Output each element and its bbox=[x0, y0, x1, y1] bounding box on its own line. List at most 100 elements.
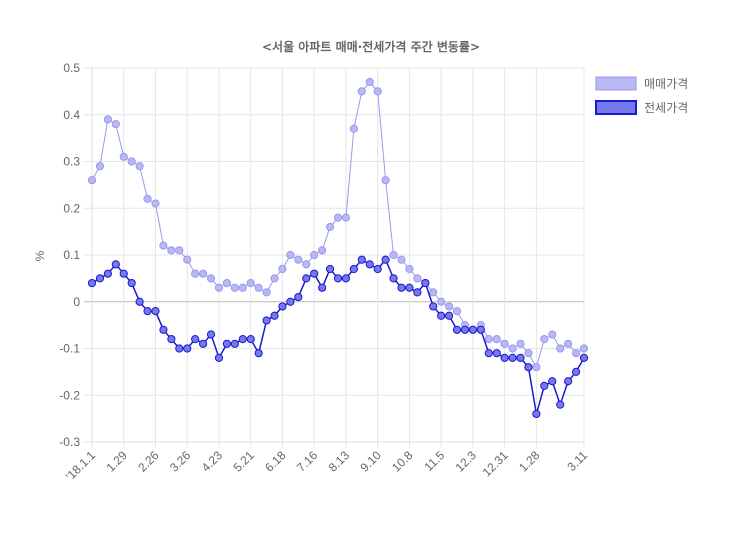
data-point[interactable] bbox=[524, 363, 533, 372]
data-point[interactable] bbox=[429, 302, 438, 311]
data-point[interactable] bbox=[325, 264, 335, 274]
data-point[interactable] bbox=[270, 311, 279, 320]
data-point[interactable] bbox=[476, 325, 485, 334]
data-point[interactable] bbox=[333, 274, 343, 283]
data-point[interactable] bbox=[254, 283, 263, 292]
data-point[interactable] bbox=[302, 260, 311, 269]
data-point[interactable] bbox=[437, 297, 446, 306]
data-point[interactable] bbox=[548, 377, 557, 386]
data-point[interactable] bbox=[540, 381, 549, 390]
data-point[interactable] bbox=[341, 274, 351, 283]
data-point[interactable] bbox=[262, 316, 271, 325]
data-point[interactable] bbox=[198, 269, 208, 278]
data-point[interactable] bbox=[214, 353, 224, 362]
data-point[interactable] bbox=[405, 283, 414, 292]
data-point[interactable] bbox=[452, 307, 462, 316]
data-point[interactable] bbox=[389, 274, 398, 283]
data-point[interactable] bbox=[556, 400, 565, 409]
data-point[interactable] bbox=[452, 325, 462, 334]
data-point[interactable] bbox=[579, 344, 589, 353]
data-point[interactable] bbox=[206, 274, 216, 283]
data-point[interactable] bbox=[405, 264, 414, 274]
data-point[interactable] bbox=[579, 353, 589, 362]
data-point[interactable] bbox=[500, 339, 509, 348]
data-point[interactable] bbox=[349, 264, 358, 274]
data-point[interactable] bbox=[119, 269, 128, 278]
data-point[interactable] bbox=[444, 302, 454, 311]
data-point[interactable] bbox=[135, 162, 144, 171]
data-point[interactable] bbox=[87, 176, 97, 185]
data-point[interactable] bbox=[357, 87, 366, 96]
data-point[interactable] bbox=[230, 339, 239, 348]
data-point[interactable] bbox=[159, 325, 168, 334]
data-point[interactable] bbox=[103, 269, 112, 278]
data-point[interactable] bbox=[198, 339, 208, 348]
data-point[interactable] bbox=[318, 246, 327, 255]
data-point[interactable] bbox=[238, 283, 247, 292]
legend-item[interactable]: 매매가격 bbox=[595, 76, 688, 91]
data-point[interactable] bbox=[524, 349, 533, 358]
data-point[interactable] bbox=[191, 269, 200, 278]
data-point[interactable] bbox=[556, 344, 565, 353]
data-point[interactable] bbox=[87, 278, 97, 288]
data-point[interactable] bbox=[373, 264, 382, 274]
data-point[interactable] bbox=[492, 335, 501, 344]
data-point[interactable] bbox=[127, 278, 136, 288]
data-point[interactable] bbox=[183, 255, 192, 264]
data-point[interactable] bbox=[191, 335, 200, 344]
data-point[interactable] bbox=[429, 288, 438, 297]
data-point[interactable] bbox=[151, 199, 160, 208]
data-point[interactable] bbox=[254, 349, 263, 358]
data-point[interactable] bbox=[111, 120, 120, 129]
data-point[interactable] bbox=[381, 176, 390, 185]
data-point[interactable] bbox=[95, 274, 105, 283]
data-point[interactable] bbox=[508, 344, 517, 353]
data-point[interactable] bbox=[413, 288, 422, 297]
data-point[interactable] bbox=[143, 307, 152, 316]
data-point[interactable] bbox=[397, 283, 406, 292]
data-point[interactable] bbox=[492, 349, 501, 358]
data-point[interactable] bbox=[571, 367, 581, 376]
data-point[interactable] bbox=[278, 302, 287, 311]
data-point[interactable] bbox=[540, 335, 549, 344]
data-point[interactable] bbox=[365, 260, 374, 269]
data-point[interactable] bbox=[357, 255, 366, 264]
data-point[interactable] bbox=[302, 274, 311, 283]
data-point[interactable] bbox=[95, 162, 105, 171]
data-point[interactable] bbox=[413, 274, 422, 283]
data-point[interactable] bbox=[222, 278, 232, 288]
data-point[interactable] bbox=[421, 278, 430, 288]
data-point[interactable] bbox=[460, 325, 470, 334]
data-point[interactable] bbox=[500, 353, 509, 362]
data-point[interactable] bbox=[468, 325, 478, 334]
data-point[interactable] bbox=[325, 222, 335, 232]
data-point[interactable] bbox=[135, 297, 144, 306]
data-point[interactable] bbox=[159, 241, 168, 250]
data-point[interactable] bbox=[484, 335, 493, 344]
data-point[interactable] bbox=[310, 269, 319, 278]
data-point[interactable] bbox=[246, 335, 255, 344]
data-point[interactable] bbox=[143, 194, 152, 203]
data-point[interactable] bbox=[349, 124, 358, 133]
legend-item[interactable]: 전세가격 bbox=[595, 100, 688, 115]
data-point[interactable] bbox=[397, 255, 406, 264]
data-point[interactable] bbox=[516, 339, 525, 348]
data-point[interactable] bbox=[564, 339, 573, 348]
data-point[interactable] bbox=[294, 292, 303, 302]
data-point[interactable] bbox=[262, 288, 271, 297]
data-point[interactable] bbox=[341, 213, 351, 222]
data-point[interactable] bbox=[532, 363, 541, 372]
data-point[interactable] bbox=[230, 283, 239, 292]
data-point[interactable] bbox=[214, 283, 224, 292]
data-point[interactable] bbox=[246, 278, 255, 288]
data-point[interactable] bbox=[238, 335, 247, 344]
data-point[interactable] bbox=[286, 297, 295, 306]
data-point[interactable] bbox=[310, 250, 319, 260]
data-point[interactable] bbox=[270, 274, 279, 283]
data-point[interactable] bbox=[167, 246, 176, 255]
data-point[interactable] bbox=[278, 264, 287, 274]
data-point[interactable] bbox=[444, 311, 454, 320]
data-point[interactable] bbox=[127, 157, 136, 166]
data-point[interactable] bbox=[381, 255, 390, 264]
